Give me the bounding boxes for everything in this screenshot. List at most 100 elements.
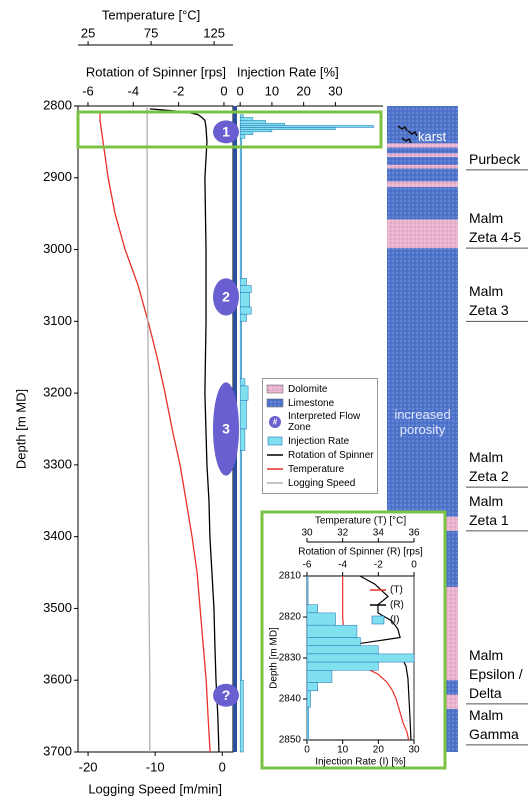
- y-tick-label: 3100: [43, 313, 72, 328]
- lithology-texture: [387, 165, 458, 169]
- injection-bar: [307, 613, 336, 625]
- legend-swatch: [372, 616, 384, 624]
- injection-bar: [240, 138, 242, 278]
- y-tick-label: 2810: [279, 571, 302, 582]
- injection-bar: [240, 125, 373, 127]
- legend-swatch: [266, 397, 284, 409]
- x-tick-label: 0: [220, 83, 227, 98]
- legend-label: (T): [390, 585, 403, 596]
- legend-swatch: #: [266, 416, 284, 428]
- legend: Dolomite Limestone # Interpreted Flow Zone I…: [262, 378, 378, 494]
- injection-bar: [307, 605, 318, 613]
- injection-bar: [307, 646, 378, 654]
- x-tick-label: 10: [265, 83, 279, 98]
- injection-bar: [240, 400, 246, 429]
- injection-bar: [240, 314, 246, 321]
- injection-bar: [307, 638, 361, 646]
- lithology-note: increased porosity: [387, 407, 458, 437]
- x-tick-label: 75: [144, 25, 158, 40]
- x-axis-title: Temperature [°C]: [102, 7, 200, 22]
- swatch-symbol: #: [273, 418, 278, 427]
- x-tick-label: -6: [82, 83, 94, 98]
- series-line: [100, 112, 210, 752]
- x-axis-title: Injection Rate (I) [%]: [315, 757, 406, 768]
- x-tick-label: -20: [79, 759, 98, 774]
- formation-label: Malm Gamma: [469, 706, 530, 744]
- x-tick-label: 30: [408, 745, 420, 756]
- legend-item: Dolomite: [266, 383, 374, 395]
- injection-bar: [307, 576, 308, 605]
- x-axis-title: Temperature (T) [°C]: [315, 516, 406, 527]
- legend-label: (R): [390, 600, 404, 611]
- flow-zone-label: 3: [222, 421, 230, 437]
- x-tick-label: -4: [128, 83, 140, 98]
- flow-zone-label: ?: [222, 687, 231, 703]
- y-tick-label: 3700: [43, 743, 72, 758]
- x-tick-label: 0: [219, 759, 226, 774]
- x-tick-label: -10: [146, 759, 165, 774]
- series-line: [150, 109, 219, 752]
- legend-label: Logging Speed: [288, 478, 355, 489]
- formation-label: Malm Epsilon / Delta: [469, 646, 530, 703]
- legend-item: Logging Speed: [266, 477, 374, 489]
- x-tick-label: 30: [328, 83, 342, 98]
- y-tick-label: 2820: [279, 612, 302, 623]
- legend-item: # Interpreted Flow Zone: [266, 411, 374, 433]
- injection-bar: [240, 451, 242, 681]
- x-axis-title: Logging Speed [m/min]: [88, 781, 222, 796]
- x-tick-label: 25: [81, 25, 95, 40]
- lithology-texture: [387, 153, 458, 157]
- legend-item: Limestone: [266, 397, 374, 409]
- y-tick-label: 2800: [43, 97, 72, 112]
- injection-bar: [240, 123, 284, 125]
- formation-label: Purbeck: [469, 150, 530, 169]
- injection-bar: [307, 707, 309, 740]
- y-tick-label: 3500: [43, 600, 72, 615]
- x-tick-label: 32: [337, 528, 349, 539]
- legend-label: Limestone: [288, 398, 334, 409]
- injection-bar: [307, 662, 378, 670]
- swatch-fill: [268, 437, 282, 445]
- x-tick-label: 10: [337, 745, 349, 756]
- formation-label: Malm Zeta 4-5: [469, 209, 530, 247]
- injection-bar: [240, 120, 265, 123]
- x-tick-label: 20: [296, 83, 310, 98]
- x-tick-label: 34: [373, 528, 385, 539]
- x-tick-label: 0: [237, 83, 244, 98]
- y-axis-label: Depth [m MD]: [269, 627, 280, 689]
- injection-bar: [240, 285, 251, 292]
- legend-swatch: [266, 463, 284, 475]
- legend-item: Temperature: [266, 463, 374, 475]
- legend-label: (I): [390, 615, 399, 626]
- lithology-texture: [387, 219, 458, 248]
- x-tick-label: 20: [373, 745, 385, 756]
- injection-bar: [240, 321, 242, 378]
- x-tick-label: -4: [338, 560, 347, 571]
- y-tick-label: 2830: [279, 653, 302, 664]
- legend-label: Injection Rate: [288, 436, 349, 447]
- series-line: [147, 106, 150, 752]
- legend-label: Interpreted Flow Zone: [288, 411, 374, 433]
- y-axis-label: Depth [m MD]: [13, 389, 28, 469]
- legend-swatch: [266, 435, 284, 447]
- injection-bar: [240, 278, 246, 285]
- y-tick-label: 2840: [279, 694, 302, 705]
- injection-bar: [240, 379, 245, 386]
- x-tick-label: -2: [374, 560, 383, 571]
- injection-bar: [240, 680, 243, 752]
- legend-item: Injection Rate: [266, 435, 374, 447]
- y-tick-label: 3300: [43, 456, 72, 471]
- injection-bar: [307, 625, 357, 637]
- injection-bar: [240, 386, 248, 400]
- lithology-note: karst: [418, 129, 446, 144]
- y-tick-label: 3400: [43, 528, 72, 543]
- formation-label: Malm Zeta 2: [469, 448, 530, 486]
- injection-bar: [240, 115, 243, 118]
- injection-bar: [307, 691, 311, 707]
- injection-bar: [240, 130, 272, 132]
- injection-bar: [240, 132, 253, 135]
- formation-label: Malm Zeta 1: [469, 492, 530, 530]
- y-tick-label: 3600: [43, 672, 72, 687]
- flow-zone-label: 2: [222, 289, 230, 305]
